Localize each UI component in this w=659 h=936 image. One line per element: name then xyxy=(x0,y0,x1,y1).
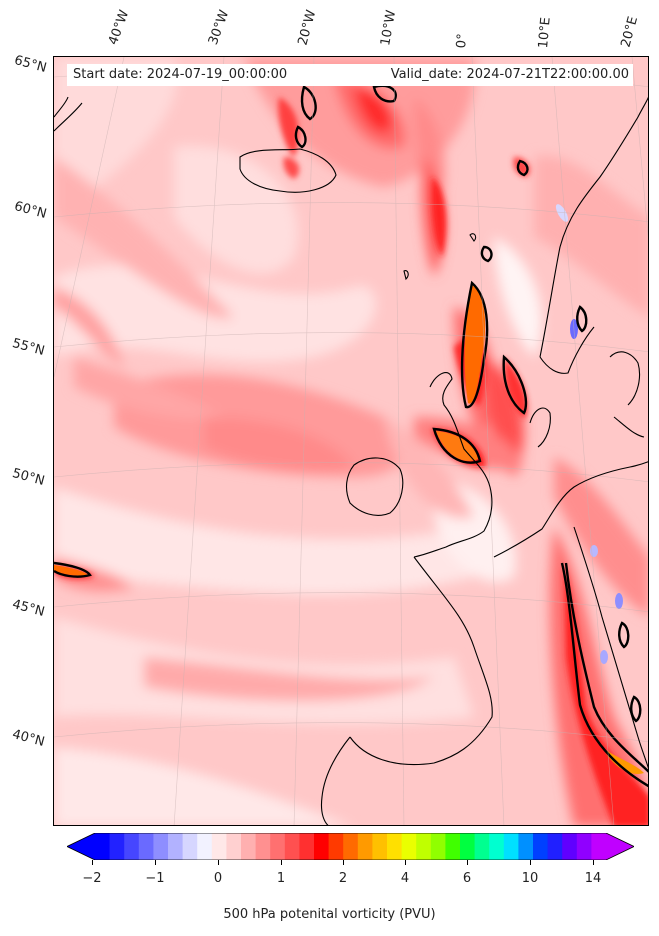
colorbar-tick-label: 10 xyxy=(521,871,539,886)
colorbar-tickmark xyxy=(155,860,156,865)
colorbar-tick-label: 14 xyxy=(584,871,602,886)
lat-label-55n: 55°N xyxy=(10,336,47,359)
colorbar-segment xyxy=(591,833,607,860)
colorbar-tickmark xyxy=(405,860,406,865)
valid-date-label: Valid_date: 2024-07-21T22:00:00.00 xyxy=(390,67,629,82)
negative-pv-spots xyxy=(555,204,623,664)
pv-2pvu-contour xyxy=(54,84,648,788)
colorbar-segment xyxy=(562,833,578,860)
map-panel xyxy=(53,56,649,826)
colorbar-tickmark xyxy=(92,860,93,865)
colorbar-tickmark xyxy=(281,860,282,865)
lat-label-50n: 50°N xyxy=(10,466,47,489)
colorbar-segment xyxy=(241,833,257,860)
lon-label-20w: 20°W xyxy=(295,8,320,47)
colorbar-segment xyxy=(547,833,563,860)
colorbar-segment xyxy=(533,833,549,860)
colorbar-segment xyxy=(168,833,184,860)
colorbar-tick-label: 0 xyxy=(213,871,223,886)
colorbar-tick-label: 1 xyxy=(276,871,286,886)
start-date-label: Start date: 2024-07-19_00:00:00 xyxy=(73,67,288,82)
colorbar-segment xyxy=(182,833,198,860)
colorbar-segment xyxy=(576,833,592,860)
colorbar-tickmark xyxy=(343,860,344,865)
colorbar-segment xyxy=(197,833,213,860)
colorbar-segment xyxy=(328,833,344,860)
lon-label-40w: 40°W xyxy=(105,8,133,47)
colorbar-segment xyxy=(474,833,490,860)
colorbar-tick-label: 6 xyxy=(462,871,472,886)
colorbar-segment xyxy=(357,833,373,860)
colorbar-segment xyxy=(503,833,519,860)
lon-label-30w: 30°W xyxy=(205,8,233,47)
colorbar-segment xyxy=(445,833,461,860)
colorbar-segment xyxy=(109,833,125,860)
colorbar-tick-label: 2 xyxy=(338,871,348,886)
colorbar-segment xyxy=(255,833,271,860)
lon-label-20e: 20°E xyxy=(618,14,642,50)
colorbar-segment xyxy=(430,833,446,860)
colorbar-extend-under xyxy=(67,833,95,860)
colorbar-tickmark xyxy=(530,860,531,865)
pv-contour-map xyxy=(54,57,648,825)
lon-label-10e: 10°E xyxy=(536,16,554,50)
colorbar-tickmark xyxy=(467,860,468,865)
colorbar-tick-label: −1 xyxy=(145,871,165,886)
lon-label-0: 0° xyxy=(454,32,471,49)
lat-label-60n: 60°N xyxy=(12,199,49,222)
colorbar-segment xyxy=(211,833,227,860)
colorbar-tick-label: 4 xyxy=(400,871,410,886)
colorbar-tickmark xyxy=(218,860,219,865)
colorbar-segment xyxy=(372,833,388,860)
colorbar-segment xyxy=(226,833,242,860)
colorbar-segment xyxy=(387,833,403,860)
lat-label-65n: 65°N xyxy=(12,53,49,76)
lat-label-40n: 40°N xyxy=(10,727,47,750)
colorbar-segment xyxy=(95,833,111,860)
colorbar-tickmark xyxy=(593,860,594,865)
colorbar xyxy=(67,833,634,860)
colorbar-segment xyxy=(401,833,417,860)
colorbar-tick-label: −2 xyxy=(82,871,102,886)
colorbar-segment xyxy=(314,833,330,860)
colorbar-segment xyxy=(489,833,505,860)
lon-label-10w: 10°W xyxy=(378,9,400,48)
colorbar-segment xyxy=(299,833,315,860)
lat-label-45n: 45°N xyxy=(10,597,47,620)
colorbar-segment xyxy=(284,833,300,860)
colorbar-segment xyxy=(124,833,140,860)
coastlines xyxy=(54,96,648,825)
colorbar-extend-over xyxy=(606,833,634,860)
colorbar-segment xyxy=(138,833,154,860)
colorbar-segment xyxy=(460,833,476,860)
colorbar-segment xyxy=(518,833,534,860)
date-header: Start date: 2024-07-19_00:00:00 Valid_da… xyxy=(67,64,633,86)
colorbar-segment xyxy=(270,833,286,860)
colorbar-segment xyxy=(416,833,432,860)
colorbar-segment xyxy=(153,833,169,860)
colorbar-label: 500 hPa potenital vorticity (PVU) xyxy=(223,907,436,922)
colorbar-segment xyxy=(343,833,359,860)
